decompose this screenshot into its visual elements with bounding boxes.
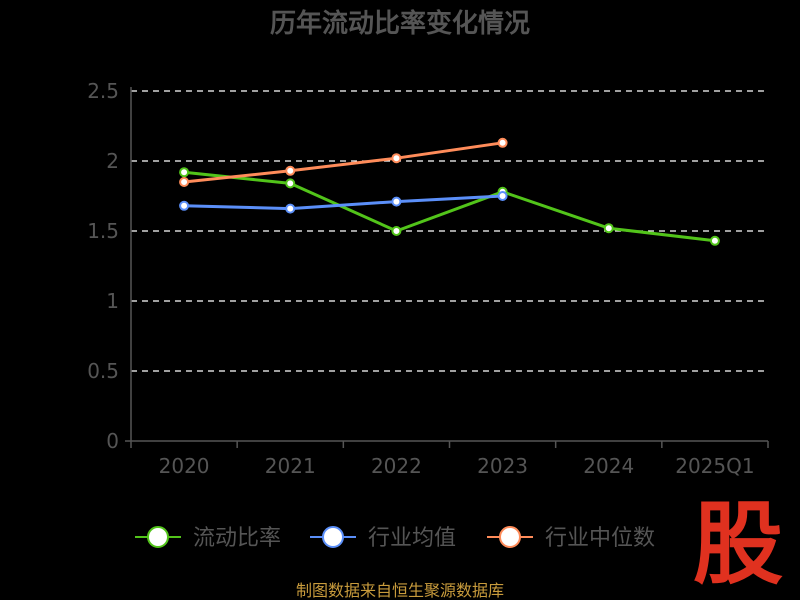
data-point bbox=[709, 235, 720, 246]
data-point bbox=[391, 226, 402, 236]
series-line bbox=[182, 141, 505, 184]
legend-marker bbox=[322, 526, 344, 548]
y-tick-label: 1 bbox=[106, 289, 119, 313]
data-point bbox=[391, 153, 402, 164]
x-tick-label: 2025Q1 bbox=[675, 454, 754, 478]
series-line bbox=[182, 194, 505, 211]
series-line bbox=[182, 170, 717, 243]
y-tick-label: 2 bbox=[106, 149, 119, 173]
y-tick-label: 1.5 bbox=[87, 219, 119, 243]
series bbox=[179, 137, 720, 246]
legend-marker bbox=[499, 526, 521, 548]
y-tick-label: 2.5 bbox=[87, 79, 119, 103]
data-point bbox=[391, 196, 402, 207]
y-tick-label: 0 bbox=[106, 429, 119, 453]
grid bbox=[131, 90, 768, 372]
legend-marker bbox=[147, 526, 169, 548]
data-point bbox=[285, 165, 296, 176]
legend-label: 行业均值 bbox=[368, 526, 456, 551]
data-point bbox=[603, 223, 614, 234]
data-point bbox=[285, 178, 296, 189]
x-tick-label: 2022 bbox=[371, 454, 422, 478]
legend-label: 流动比率 bbox=[193, 526, 281, 551]
axes: 0 0.5 1 1.5 2 2.5 2020 2021 2022 2023 2024 2025Q1 bbox=[87, 79, 769, 478]
data-point bbox=[179, 177, 190, 187]
data-point bbox=[179, 200, 190, 211]
legend: 流动比率 行业均值 行业中位数 bbox=[135, 526, 655, 551]
legend-label: 行业中位数 bbox=[545, 526, 655, 551]
y-tick-label: 0.5 bbox=[87, 359, 119, 383]
x-tick-label: 2020 bbox=[159, 454, 210, 478]
data-point bbox=[497, 137, 508, 148]
data-point bbox=[179, 167, 190, 178]
x-tick-label: 2024 bbox=[583, 454, 634, 478]
logo-watermark: 股 bbox=[693, 492, 783, 597]
source-footer: 制图数据来自恒生聚源数据库 bbox=[296, 581, 504, 600]
x-tick-label: 2023 bbox=[477, 454, 528, 478]
x-tick-label: 2021 bbox=[265, 454, 316, 478]
chart-title: 历年流动比率变化情况 bbox=[270, 8, 530, 39]
data-point bbox=[497, 191, 508, 201]
data-point bbox=[285, 203, 296, 214]
